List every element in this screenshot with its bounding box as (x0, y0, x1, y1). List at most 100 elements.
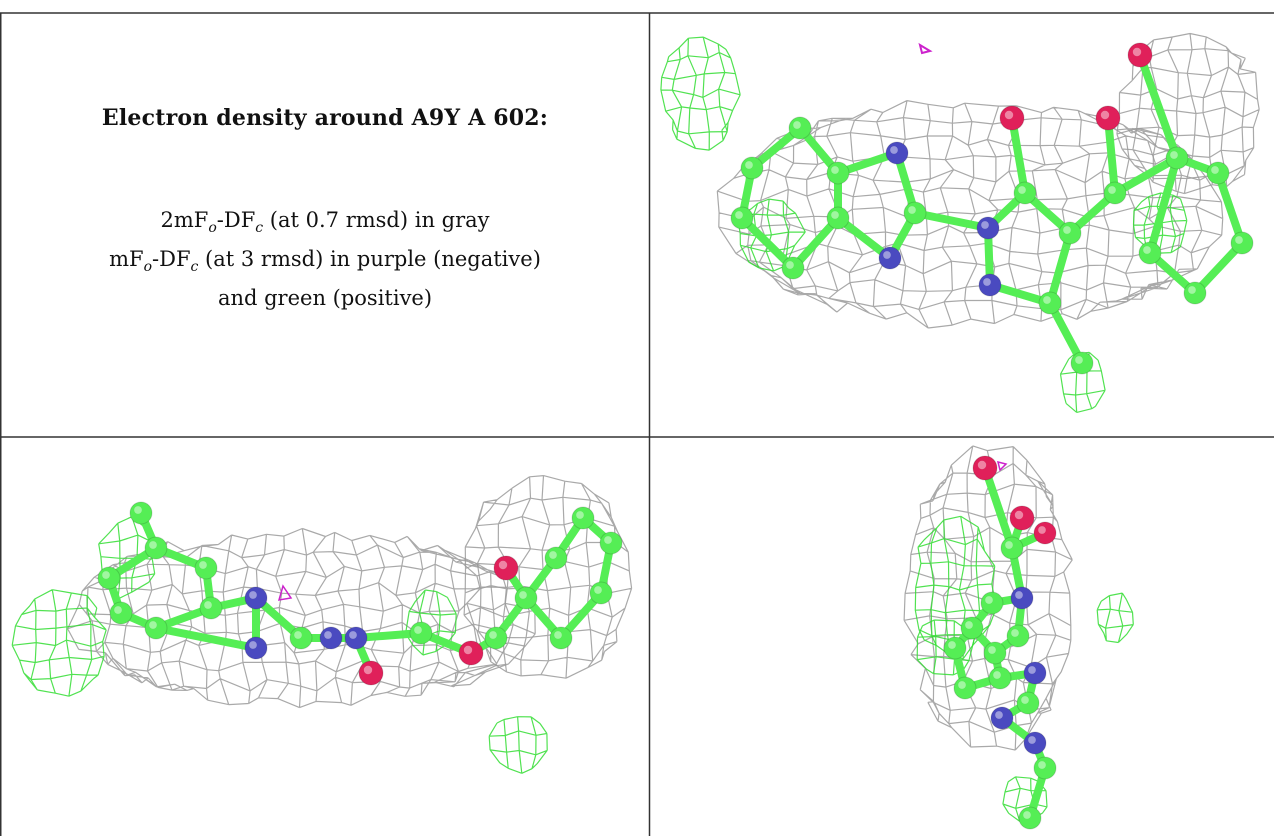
atom (826, 206, 850, 230)
atom (1138, 241, 1162, 265)
atom-highlight (1004, 110, 1014, 120)
ligand-model (97, 501, 623, 686)
atom (953, 676, 977, 700)
density-view-2 (1, 438, 649, 836)
atom (1023, 731, 1047, 755)
atom-highlight (604, 536, 612, 544)
bond (1146, 154, 1181, 257)
atom-highlight (1023, 811, 1031, 819)
atom (194, 556, 218, 580)
bond (1136, 51, 1181, 162)
atom-highlight (1015, 591, 1023, 599)
atom-highlight (958, 681, 966, 689)
bond (1104, 114, 1119, 197)
atom (244, 636, 268, 660)
atom (549, 626, 573, 650)
atom-highlight (1143, 246, 1151, 254)
atom-highlight (983, 278, 991, 286)
atom (1013, 181, 1037, 205)
atom-highlight (102, 571, 110, 579)
atom-highlight (249, 641, 257, 649)
atom-highlight (1005, 541, 1013, 549)
atom (1009, 505, 1035, 531)
bond (738, 214, 797, 272)
atom (319, 626, 343, 650)
atom (1033, 521, 1057, 545)
atom (1070, 351, 1094, 375)
atom-highlight (831, 211, 839, 219)
atom-highlight (1211, 166, 1219, 174)
atom (980, 591, 1004, 615)
bond (152, 624, 260, 652)
atom-highlight (948, 641, 956, 649)
atom-highlight (489, 631, 497, 639)
atom-highlight (1100, 110, 1110, 120)
atom (988, 666, 1012, 690)
atom-highlight (735, 211, 743, 219)
atom-highlight (1108, 186, 1116, 194)
atom (1010, 586, 1034, 610)
atom (109, 601, 133, 625)
figure-title: Electron density around A9Y A 602: (101, 105, 549, 131)
atom (129, 501, 153, 525)
atom-highlight (1132, 47, 1142, 57)
atom-highlight (1018, 186, 1026, 194)
atom (1103, 181, 1127, 205)
density-image-3 (903, 445, 1134, 830)
atom-highlight (349, 631, 357, 639)
atom-highlight (414, 626, 422, 634)
atom-highlight (985, 596, 993, 604)
purple-density-mesh (996, 460, 1008, 472)
atom (1058, 221, 1082, 245)
atom (358, 660, 384, 686)
atom-highlight (883, 251, 891, 259)
atom-highlight (1235, 236, 1243, 244)
atom (878, 246, 902, 270)
atom (972, 455, 998, 481)
atom (730, 206, 754, 230)
atom (1206, 161, 1230, 185)
atom-highlight (793, 121, 801, 129)
atom-highlight (324, 631, 332, 639)
atom-highlight (1028, 666, 1036, 674)
atom (244, 586, 268, 610)
atom-highlight (199, 561, 207, 569)
purple-density-mesh (918, 42, 933, 55)
atom (943, 636, 967, 660)
atom (458, 640, 484, 666)
legend-line-2: mFo-DFc (at 3 rmsd) in purple (negative) (109, 247, 541, 276)
atom-highlight (149, 621, 157, 629)
atom-highlight (1028, 736, 1036, 744)
atom (990, 706, 1014, 730)
atom (1038, 291, 1062, 315)
atom-highlight (1188, 286, 1196, 294)
purple-density-mesh (277, 584, 293, 601)
gray-density-mesh (463, 475, 633, 679)
bond (789, 214, 842, 272)
atom-highlight (1075, 356, 1083, 364)
atom (97, 566, 121, 590)
atom-highlight (363, 665, 373, 675)
atom-highlight (149, 541, 157, 549)
atom (885, 141, 909, 165)
atom (344, 626, 368, 650)
atom-highlight (576, 511, 584, 519)
atom (289, 626, 313, 650)
atom (826, 161, 850, 185)
atom-highlight (1021, 696, 1029, 704)
caption-cell: Electron density around A9Y A 602: 2mFo-… (1, 13, 649, 437)
green-density-mesh (11, 589, 107, 697)
atom (740, 156, 764, 180)
atom (1000, 536, 1024, 560)
atom-highlight (1014, 510, 1024, 520)
atom (788, 116, 812, 140)
atom (1095, 105, 1121, 131)
atom (514, 586, 538, 610)
atom-highlight (554, 631, 562, 639)
bond (1046, 229, 1074, 307)
bond (1008, 114, 1029, 197)
legend-text: 2mFo-DFc (at 0.7 rmsd) in gray mFo-DFc (… (1, 205, 649, 314)
atom (1033, 756, 1057, 780)
atom-highlight (977, 460, 987, 470)
atom-highlight (786, 261, 794, 269)
